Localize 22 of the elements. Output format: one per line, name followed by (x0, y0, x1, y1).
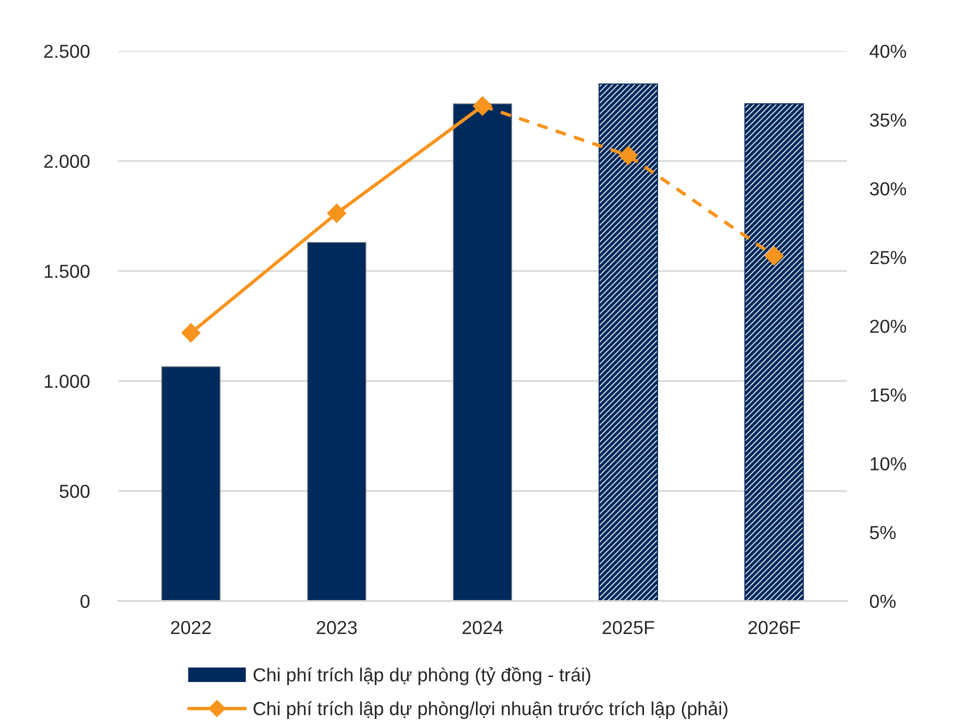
x-tick-label: 2022 (170, 620, 211, 634)
y2-tick-label: 40% (870, 44, 906, 58)
legend-label: Chi phí trích lập dự phòng (tỷ đồng - trái) (254, 666, 590, 686)
x-tick-label: 2026F (748, 620, 800, 634)
y2-tick-label: 25% (870, 250, 906, 264)
y-tick-label: 1.500 (44, 264, 90, 278)
x-tick-label: 2023 (316, 620, 357, 634)
legend-label: Chi phí trích lập dự phòng/lợi nhuận trước trích lập (phải) (254, 701, 728, 719)
y2-tick-label: 10% (870, 457, 906, 470)
y-tick-label: 1.000 (44, 374, 90, 388)
y-tick-label: 2.500 (44, 44, 90, 58)
y2-tick-label: 35% (870, 113, 906, 127)
y2-tick-label: 15% (870, 388, 906, 402)
y2-tick-label: 30% (870, 182, 906, 196)
y2-tick-label: 20% (870, 320, 906, 333)
x-tick-label: 2025F (602, 620, 654, 634)
y-tick-label: 2.000 (44, 154, 90, 168)
y-tick-label: 500 (60, 484, 90, 498)
x-tick-label: 2024 (462, 620, 503, 634)
y2-tick-label: 5% (870, 526, 896, 540)
y-tick-label: 0 (80, 594, 90, 608)
y2-tick-label: 0% (870, 594, 896, 608)
